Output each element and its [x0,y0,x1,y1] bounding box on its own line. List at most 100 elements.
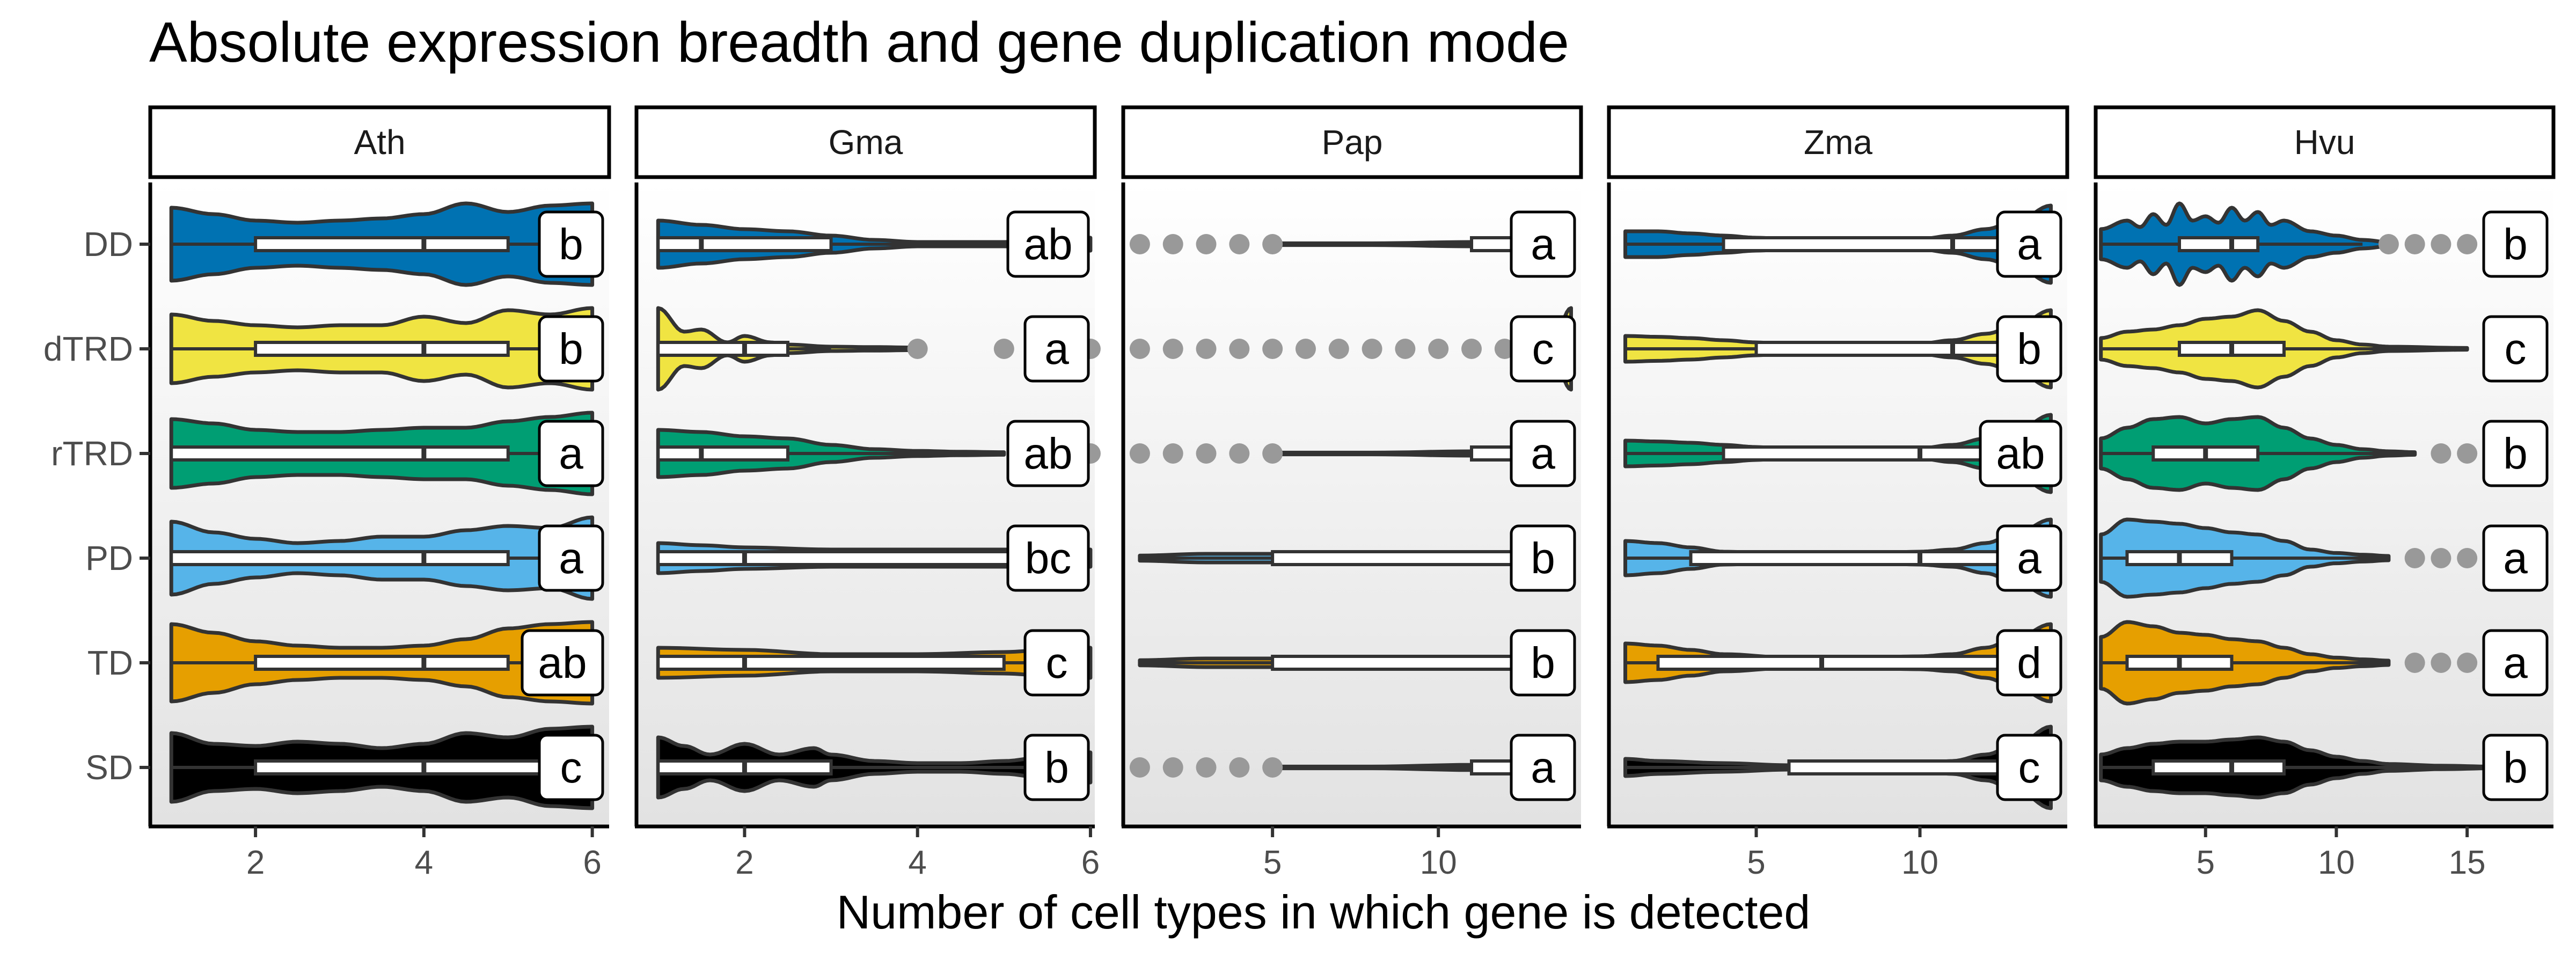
letter-label: d [2017,639,2041,687]
violin-group-pd: a [169,515,604,601]
box [656,341,789,357]
panel-background [636,182,1095,826]
letter-label-box [1510,210,1576,278]
outlier-point [1196,757,1217,778]
violin-group-td: a [2099,620,2549,706]
letter-label-box [1510,524,1576,592]
outlier-point [1129,339,1150,359]
letter-label-box [2482,524,2549,592]
outlier-point [907,339,928,359]
outlier-point [2457,548,2478,568]
letter-label: c [2505,325,2527,374]
letter-label: a [2503,639,2528,687]
letter-label-box [521,629,604,697]
outlier-point [1494,339,1515,359]
outlier-point [2404,234,2425,254]
letter-label: ab [1996,429,2045,478]
outlier-point [1129,443,1150,464]
panel-background [1123,182,1581,826]
facet-strip [1607,105,2069,179]
facet-strip [148,105,611,179]
letter-label: ab [538,639,587,687]
letter-label: c [1532,325,1554,374]
violin-group-sd: b [2099,734,2549,801]
letter-label-box [2482,734,2549,801]
outlier-point [1129,757,1150,778]
outlier-point [1262,234,1283,254]
outlier-point [2457,234,2478,254]
x-tick-label: 10 [1901,844,1938,881]
box [656,445,789,462]
letter-label-box [1996,524,2062,592]
outlier-point [1295,339,1316,359]
box [170,550,510,566]
outlier-point [2431,234,2451,254]
outlier-point [2431,653,2451,673]
letter-label: a [1531,220,1555,269]
outlier-point [1229,443,1250,464]
letter-label: b [2503,743,2528,792]
facet-label: Hvu [2294,123,2355,162]
outlier-point [1461,339,1482,359]
x-tick-label: 5 [1263,844,1282,881]
y-tick-label: SD [85,748,133,787]
outlier-point [2457,653,2478,673]
letter-label-box [1006,210,1090,278]
violin-group-td: b [1138,629,1576,697]
violin-group-dtrd: b [1623,308,2062,390]
letter-label: b [2017,325,2041,374]
letter-label-box [1996,210,2062,278]
facet-label: Gma [829,123,903,162]
outlier-point [1162,234,1183,254]
panel-gma: Gma ab a ab bc c b 2 4 6 [634,105,1101,881]
letter-label-box [1510,315,1576,383]
y-tick-label: rTRD [51,434,133,473]
box [2151,759,2286,775]
violin-group-rtrd: a [1129,420,1576,487]
letter-label-box [1023,734,1090,801]
box [254,236,510,252]
panel-background [1609,182,2067,826]
violin-group-sd: a [1129,734,1576,801]
box [1656,655,2053,671]
outlier-point [1229,234,1250,254]
facet-strip [1121,105,1583,179]
box [656,655,1006,671]
letter-label: a [1531,429,1555,478]
violin-group-dd: b [169,201,604,287]
violin-group-dd: a [1129,210,1576,278]
violin-group-pd: bc [656,524,1093,592]
outlier-point [1262,339,1283,359]
outlier-point [993,339,1014,359]
outlier-point [1229,339,1250,359]
x-tick-label: 6 [1081,844,1100,881]
violin-group-rtrd: ab [656,420,1101,487]
x-tick-label: 10 [2318,844,2355,881]
outlier-point [1262,443,1283,464]
outlier-point [1162,757,1183,778]
letter-label: a [1044,325,1069,374]
outlier-point [2378,234,2399,254]
panel-hvu: Hvu b c b a a b 5 10 15 [2094,105,2556,881]
letter-label: b [2503,429,2528,478]
outlier-point [1196,339,1217,359]
letter-label-box [1979,420,2062,487]
letter-label-box [538,734,604,801]
violin-group-pd: a [2099,517,2549,599]
letter-label: b [559,325,583,374]
x-tick-label: 6 [583,844,601,881]
letter-label-box [1996,734,2062,801]
letter-label: bc [1025,534,1072,583]
letter-label-box [1510,629,1576,697]
letter-label: a [2017,534,2041,583]
letter-label: c [1046,639,1068,687]
panel-background [2096,182,2553,826]
x-tick-label: 2 [246,844,265,881]
facet-strip [2094,105,2556,179]
violin-group-pd: a [1623,517,2062,599]
letter-label-box [538,420,604,487]
letter-label-box [2482,315,2549,383]
outlier-point [1196,234,1217,254]
